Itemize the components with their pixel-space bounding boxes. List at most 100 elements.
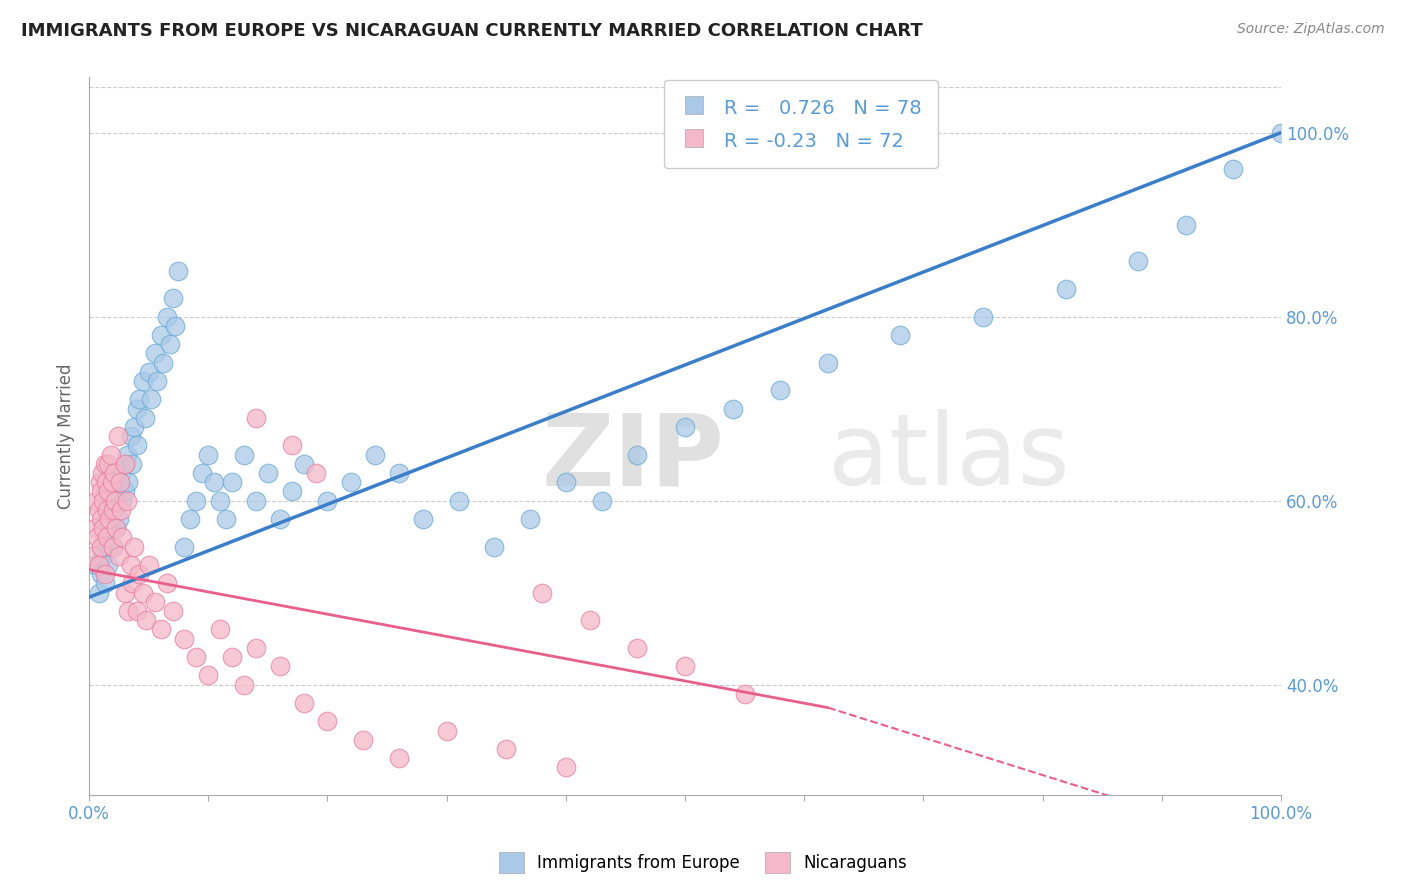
Point xyxy=(143,595,166,609)
Point xyxy=(245,493,267,508)
Point xyxy=(125,438,148,452)
Point xyxy=(186,650,208,665)
Point xyxy=(93,549,115,563)
Point xyxy=(202,475,225,490)
Point xyxy=(111,531,134,545)
Point xyxy=(128,567,150,582)
Point xyxy=(114,457,136,471)
Point xyxy=(484,540,506,554)
Point xyxy=(215,512,238,526)
Point xyxy=(108,475,131,490)
Point xyxy=(245,640,267,655)
Point xyxy=(97,484,120,499)
Point xyxy=(734,687,756,701)
Point xyxy=(149,623,172,637)
Point xyxy=(117,604,139,618)
Point xyxy=(152,356,174,370)
Point xyxy=(93,521,115,535)
Point xyxy=(117,475,139,490)
Point xyxy=(101,540,124,554)
Point xyxy=(93,457,115,471)
Point xyxy=(108,549,131,563)
Point xyxy=(554,760,576,774)
Point xyxy=(364,448,387,462)
Point xyxy=(163,318,186,333)
Point xyxy=(352,732,374,747)
Point xyxy=(257,466,280,480)
Point xyxy=(110,503,132,517)
Point xyxy=(1174,218,1197,232)
Point xyxy=(591,493,613,508)
Point xyxy=(103,466,125,480)
Point xyxy=(84,521,107,535)
Point xyxy=(221,475,243,490)
Point xyxy=(115,493,138,508)
Point xyxy=(124,420,146,434)
Point xyxy=(245,410,267,425)
Point xyxy=(143,346,166,360)
Point xyxy=(436,723,458,738)
Point xyxy=(131,374,153,388)
Point xyxy=(90,567,112,582)
Point xyxy=(131,585,153,599)
Point xyxy=(90,540,112,554)
Point xyxy=(125,401,148,416)
Point xyxy=(221,650,243,665)
Point xyxy=(162,604,184,618)
Point xyxy=(89,475,111,490)
Point xyxy=(101,540,124,554)
Point xyxy=(233,448,256,462)
Point xyxy=(269,659,291,673)
Point xyxy=(100,448,122,462)
Point xyxy=(292,457,315,471)
Point xyxy=(578,613,600,627)
Point xyxy=(197,668,219,682)
Point xyxy=(110,466,132,480)
Point xyxy=(93,576,115,591)
Text: Source: ZipAtlas.com: Source: ZipAtlas.com xyxy=(1237,22,1385,37)
Point xyxy=(96,503,118,517)
Point xyxy=(104,493,127,508)
Point xyxy=(412,512,434,526)
Point xyxy=(91,466,114,480)
Point xyxy=(1126,254,1149,268)
Point xyxy=(340,475,363,490)
Point xyxy=(159,337,181,351)
Point xyxy=(90,540,112,554)
Point xyxy=(93,567,115,582)
Text: ZIP: ZIP xyxy=(541,409,725,507)
Point xyxy=(115,448,138,462)
Point xyxy=(105,521,128,535)
Point xyxy=(269,512,291,526)
Point xyxy=(626,448,648,462)
Point xyxy=(889,328,911,343)
Point xyxy=(100,475,122,490)
Point xyxy=(87,585,110,599)
Point xyxy=(135,613,157,627)
Point xyxy=(111,493,134,508)
Point xyxy=(124,540,146,554)
Point xyxy=(108,512,131,526)
Point xyxy=(121,457,143,471)
Point xyxy=(108,475,131,490)
Text: IMMIGRANTS FROM EUROPE VS NICARAGUAN CURRENTLY MARRIED CORRELATION CHART: IMMIGRANTS FROM EUROPE VS NICARAGUAN CUR… xyxy=(21,22,922,40)
Y-axis label: Currently Married: Currently Married xyxy=(58,364,75,509)
Point xyxy=(495,742,517,756)
Point xyxy=(90,484,112,499)
Point xyxy=(197,448,219,462)
Point xyxy=(388,466,411,480)
Point xyxy=(817,356,839,370)
Point xyxy=(673,420,696,434)
Point xyxy=(721,401,744,416)
Point xyxy=(97,558,120,572)
Point xyxy=(120,558,142,572)
Point xyxy=(96,512,118,526)
Point xyxy=(626,640,648,655)
Point xyxy=(87,503,110,517)
Point xyxy=(233,678,256,692)
Point xyxy=(96,531,118,545)
Point xyxy=(972,310,994,324)
Point xyxy=(769,384,792,398)
Point xyxy=(149,328,172,343)
Legend: R =   0.726   N = 78, R = -0.23   N = 72: R = 0.726 N = 78, R = -0.23 N = 72 xyxy=(664,80,938,169)
